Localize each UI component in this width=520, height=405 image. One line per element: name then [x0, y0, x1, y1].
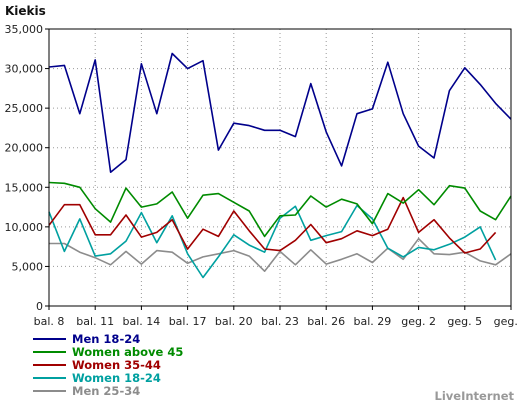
- branding-label: LiveInternet: [435, 389, 515, 403]
- x-tick-label: geg. 8: [494, 315, 520, 328]
- series-line: [48, 181, 512, 238]
- legend-label: Women 35-44: [72, 358, 161, 372]
- x-tick-label: bal. 23: [261, 315, 299, 328]
- y-tick-label: 20,000: [5, 142, 44, 155]
- series-line: [48, 52, 512, 173]
- series-line: [48, 204, 497, 279]
- legend-label: Men 18-24: [72, 332, 140, 346]
- series-lines: [48, 52, 512, 279]
- y-tick-label: 35,000: [5, 23, 44, 36]
- series-line: [48, 196, 497, 254]
- y-tick-label: 30,000: [5, 63, 44, 76]
- y-tick-label: 10,000: [5, 221, 44, 234]
- axes: 0 5,000 10,000 15,000 20,000 25,000 30,000 35,0…: [5, 23, 520, 328]
- y-tick-label: 15,000: [5, 181, 44, 194]
- legend-label: Men 25-34: [72, 384, 140, 398]
- x-tick-label: bal. 14: [123, 315, 161, 328]
- x-tick-label: bal. 26: [307, 315, 345, 328]
- x-tick-label: bal. 17: [169, 315, 207, 328]
- y-tick-label: 0: [36, 300, 43, 313]
- legend-label: Women 18-24: [72, 371, 161, 385]
- x-tick-label: bal. 8: [34, 315, 65, 328]
- x-tick-label: geg. 5: [447, 315, 482, 328]
- x-tick-label: bal. 20: [215, 315, 253, 328]
- x-tick-label: geg. 2: [401, 315, 436, 328]
- y-tick-label: 5,000: [12, 260, 44, 273]
- x-tick-label: bal. 11: [76, 315, 114, 328]
- x-tick-label: bal. 29: [354, 315, 392, 328]
- plot-frame: [48, 28, 512, 307]
- legend-label: Women above 45: [72, 345, 183, 359]
- grid: [49, 28, 511, 306]
- chart-title: Kiekis: [5, 4, 46, 18]
- y-tick-label: 25,000: [5, 102, 44, 115]
